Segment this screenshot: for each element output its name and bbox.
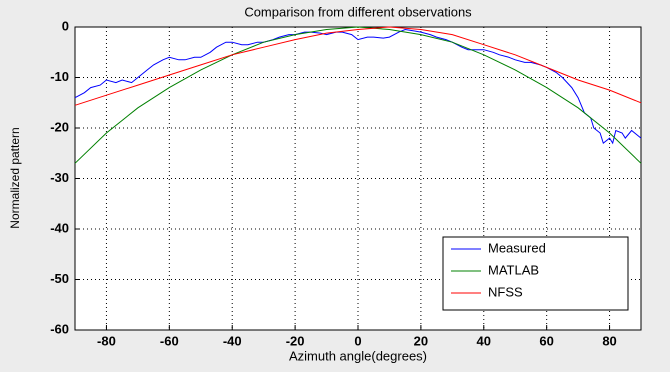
series-line bbox=[74, 26, 642, 164]
x-axis-label: Azimuth angle(degrees) bbox=[289, 348, 427, 363]
legend-label: Measured bbox=[488, 240, 546, 255]
y-axis-label: Normalized pattern bbox=[8, 127, 22, 228]
x-tick-label: 60 bbox=[539, 333, 553, 348]
y-tick-label: -60 bbox=[50, 321, 69, 336]
y-tick-label: -30 bbox=[50, 170, 69, 185]
x-tick-label: -80 bbox=[97, 333, 116, 348]
y-tick-label: -10 bbox=[50, 69, 69, 84]
x-tick-label: -20 bbox=[286, 333, 305, 348]
x-tick-label: 80 bbox=[602, 333, 616, 348]
x-tick-label: 0 bbox=[354, 333, 361, 348]
x-tick-label: 20 bbox=[414, 333, 428, 348]
x-tick-label: -40 bbox=[223, 333, 242, 348]
series-line bbox=[74, 28, 642, 145]
x-tick-label: -60 bbox=[160, 333, 179, 348]
legend-label: MATLAB bbox=[488, 262, 539, 277]
series-line bbox=[74, 26, 642, 106]
y-tick-label: 0 bbox=[62, 18, 69, 33]
x-tick-label: 40 bbox=[477, 333, 491, 348]
y-tick-label: -20 bbox=[50, 119, 69, 134]
chart-title: Comparison from different observations bbox=[244, 4, 472, 19]
y-tick-label: -50 bbox=[50, 271, 69, 286]
legend-label: NFSS bbox=[488, 284, 523, 299]
y-tick-label: -40 bbox=[50, 220, 69, 235]
